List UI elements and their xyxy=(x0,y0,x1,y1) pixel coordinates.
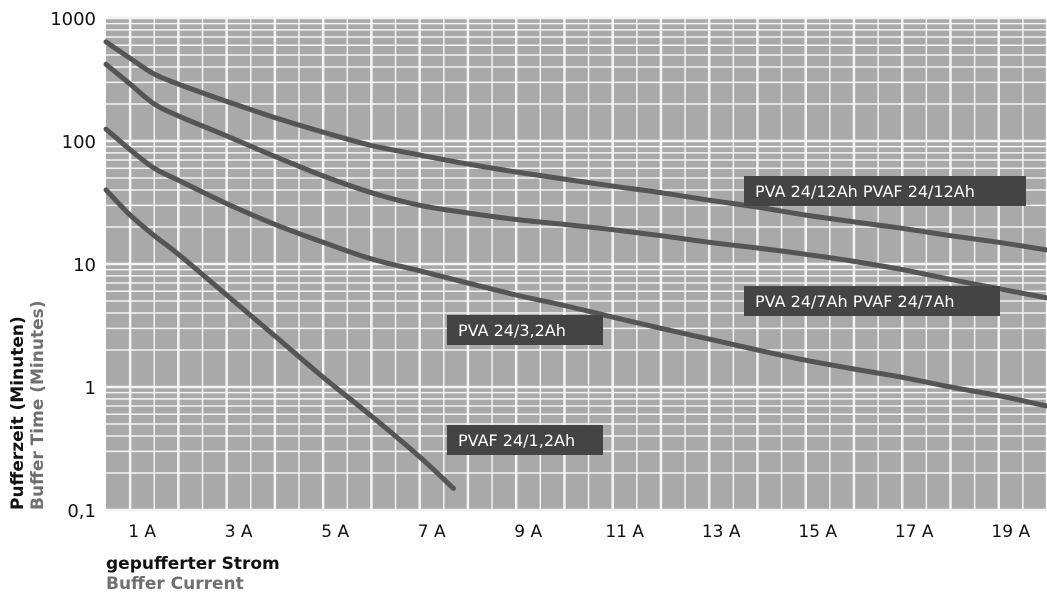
x-tick-label: 5 A xyxy=(321,522,349,542)
series-label: PVA 24/3,2Ah xyxy=(458,321,566,340)
x-tick-labels: 1 A 3 A 5 A 7 A 9 A 11 A 13 A 15 A 17 A 19 A xyxy=(128,522,1030,542)
y-axis-label: Pufferzeit (Minuten) Buffer Time (Minute… xyxy=(8,300,48,510)
x-axis-label-en: Buffer Current xyxy=(106,574,280,594)
x-tick-label: 13 A xyxy=(702,522,741,542)
x-tick-label: 9 A xyxy=(514,522,542,542)
x-tick-label: 3 A xyxy=(225,522,253,542)
y-axis-label-de: Pufferzeit (Minuten) xyxy=(8,300,28,510)
x-tick-label: 1 A xyxy=(128,522,156,542)
x-tick-label: 19 A xyxy=(991,522,1030,542)
y-tick-label: 0,1 xyxy=(67,501,96,522)
series-label: PVAF 24/1,2Ah xyxy=(458,431,575,450)
series-label: PVA 24/7Ah PVAF 24/7Ah xyxy=(755,292,955,311)
x-tick-label: 7 A xyxy=(418,522,446,542)
y-tick-label: 1000 xyxy=(50,9,96,30)
x-axis-label-de: gepufferter Strom xyxy=(106,554,280,574)
x-tick-label: 17 A xyxy=(895,522,934,542)
x-tick-label: 15 A xyxy=(798,522,837,542)
x-tick-label: 11 A xyxy=(605,522,644,542)
y-tick-labels: 1000 100 10 1 0,1 xyxy=(50,9,96,522)
x-axis-label: gepufferter Strom Buffer Current xyxy=(106,554,280,594)
y-tick-label: 10 xyxy=(73,255,96,276)
y-axis-label-en: Buffer Time (Minutes) xyxy=(28,300,48,510)
y-tick-label: 100 xyxy=(62,132,96,153)
series-label: PVA 24/12Ah PVAF 24/12Ah xyxy=(755,182,975,201)
y-tick-label: 1 xyxy=(85,378,96,399)
